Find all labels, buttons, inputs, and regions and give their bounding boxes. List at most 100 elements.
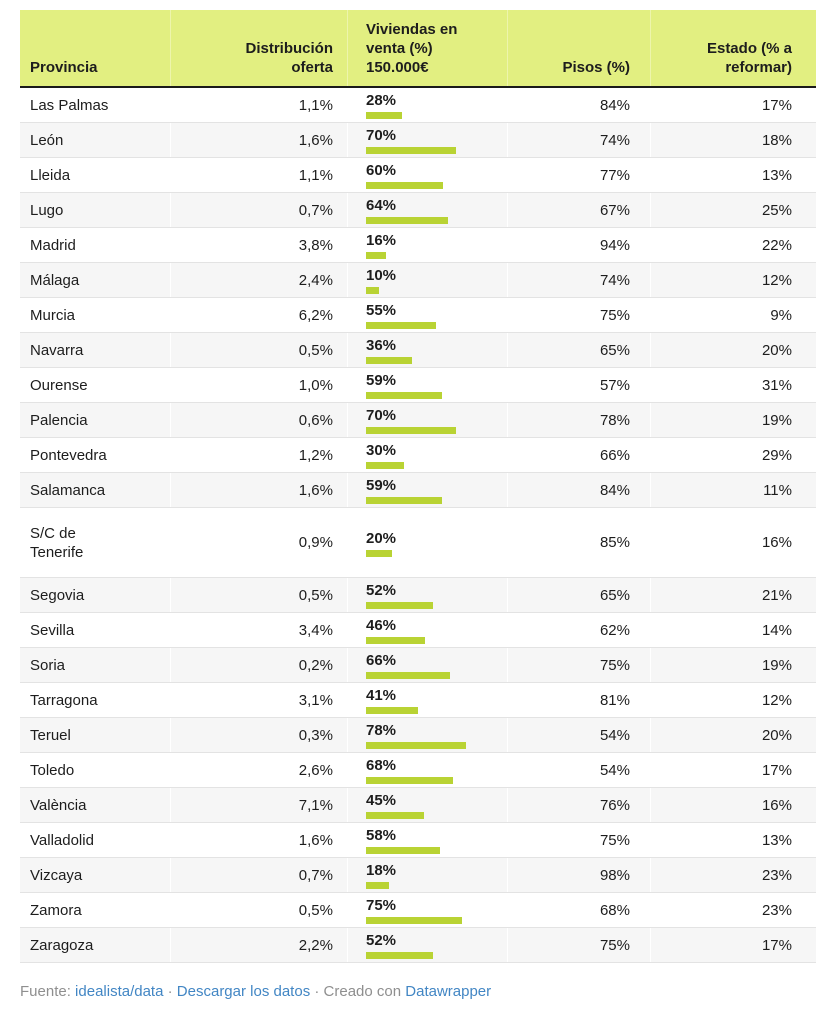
bar-track (366, 287, 494, 294)
cell-provincia: León (30, 131, 64, 149)
cell-pisos: 75% (507, 928, 650, 962)
viviendas-bar (366, 427, 456, 434)
cell-viviendas: 68% (347, 753, 507, 787)
download-data-link[interactable]: Descargar los datos (176, 983, 311, 1000)
cell-pisos: 75% (507, 648, 650, 682)
cell-estado: 20% (650, 333, 816, 367)
bar-value-label: 70% (366, 127, 397, 144)
bar-value-label: 68% (366, 757, 397, 774)
cell-viviendas: 10% (347, 263, 507, 297)
viviendas-bar (366, 252, 387, 259)
table-row: Pontevedra 1,2% 30% 66% 29% (20, 438, 816, 473)
cell-estado: 13% (650, 823, 816, 857)
cell-estado: 20% (650, 718, 816, 752)
cell-estado: 19% (650, 648, 816, 682)
table-row: S/C de Tenerife 0,9% 20% 85% 16% (20, 508, 816, 578)
cell-pisos: 66% (507, 438, 650, 472)
cell-viviendas: 45% (347, 788, 507, 822)
cell-viviendas: 59% (347, 368, 507, 402)
cell-provincia: Lugo (30, 201, 64, 219)
bar-value-label: 58% (366, 827, 397, 844)
bar-track (366, 322, 494, 329)
cell-viviendas: 28% (347, 88, 507, 122)
bar-value-label: 70% (366, 407, 397, 424)
table-row: Las Palmas 1,1% 28% 84% 17% (20, 88, 816, 123)
source-link[interactable]: idealista/data (75, 983, 164, 1000)
datawrapper-link[interactable]: Datawrapper (405, 983, 492, 1000)
cell-estado: 23% (650, 893, 816, 927)
col-header-provincia: Provincia (30, 59, 98, 76)
bar-value-label: 10% (366, 267, 397, 284)
viviendas-bar (366, 462, 405, 469)
table-row: Teruel 0,3% 78% 54% 20% (20, 718, 816, 753)
cell-viviendas: 66% (347, 648, 507, 682)
cell-distribucion: 0,5% (170, 893, 347, 927)
viviendas-bar (366, 147, 456, 154)
viviendas-bar (366, 847, 441, 854)
cell-estado: 12% (650, 263, 816, 297)
cell-estado: 16% (650, 788, 816, 822)
cell-estado: 18% (650, 123, 816, 157)
bar-value-label: 75% (366, 897, 397, 914)
bar-value-label: 45% (366, 792, 397, 809)
cell-provincia: Vizcaya (30, 866, 83, 884)
cell-provincia: Zamora (30, 901, 82, 919)
bar-value-label: 20% (366, 529, 397, 547)
cell-estado: 13% (650, 158, 816, 192)
bar-track (366, 917, 494, 924)
cell-viviendas: 60% (347, 158, 507, 192)
cell-viviendas: 78% (347, 718, 507, 752)
bar-value-label: 46% (366, 617, 397, 634)
cell-estado: 25% (650, 193, 816, 227)
bar-track (366, 497, 494, 504)
cell-distribucion: 3,1% (170, 683, 347, 717)
cell-provincia: Tarragona (30, 691, 98, 709)
viviendas-bar (366, 812, 424, 819)
col-header-viviendas: Viviendas en venta (%) 150.000€ (347, 10, 507, 86)
bar-track (366, 252, 494, 259)
cell-viviendas: 59% (347, 473, 507, 507)
table-row: Murcia 6,2% 55% 75% 9% (20, 298, 816, 333)
bar-value-label: 16% (366, 232, 397, 249)
cell-estado: 17% (650, 753, 816, 787)
cell-provincia: Málaga (30, 271, 80, 289)
cell-pisos: 78% (507, 403, 650, 437)
separator-dot: · (163, 983, 177, 1000)
table-row: Segovia 0,5% 52% 65% 21% (20, 578, 816, 613)
bar-value-label: 52% (366, 932, 397, 949)
cell-estado: 14% (650, 613, 816, 647)
table-row: Tarragona 3,1% 41% 81% 12% (20, 683, 816, 718)
cell-viviendas: 46% (347, 613, 507, 647)
bar-value-label: 59% (366, 372, 397, 389)
bar-track (366, 812, 494, 819)
cell-distribucion: 1,6% (170, 473, 347, 507)
cell-viviendas: 52% (347, 578, 507, 612)
cell-provincia: Navarra (30, 341, 84, 359)
cell-provincia: Soria (30, 656, 66, 674)
bar-value-label: 18% (366, 862, 397, 879)
cell-viviendas: 20% (347, 508, 507, 577)
cell-estado: 16% (650, 508, 816, 577)
table-row: Toledo 2,6% 68% 54% 17% (20, 753, 816, 788)
table-row: León 1,6% 70% 74% 18% (20, 123, 816, 158)
table-row: Valladolid 1,6% 58% 75% 13% (20, 823, 816, 858)
cell-estado: 17% (650, 928, 816, 962)
cell-estado: 12% (650, 683, 816, 717)
bar-track (366, 602, 494, 609)
cell-provincia: Palencia (30, 411, 88, 429)
viviendas-bar (366, 952, 433, 959)
cell-distribucion: 3,8% (170, 228, 347, 262)
bar-value-label: 41% (366, 687, 397, 704)
cell-distribucion: 0,6% (170, 403, 347, 437)
bar-value-label: 36% (366, 337, 397, 354)
viviendas-bar (366, 777, 454, 784)
table-row: Ourense 1,0% 59% 57% 31% (20, 368, 816, 403)
cell-viviendas: 58% (347, 823, 507, 857)
bar-track (366, 672, 494, 679)
viviendas-bar (366, 497, 442, 504)
cell-distribucion: 3,4% (170, 613, 347, 647)
bar-track (366, 182, 494, 189)
bar-track (366, 217, 494, 224)
bar-track (366, 637, 494, 644)
cell-viviendas: 70% (347, 403, 507, 437)
